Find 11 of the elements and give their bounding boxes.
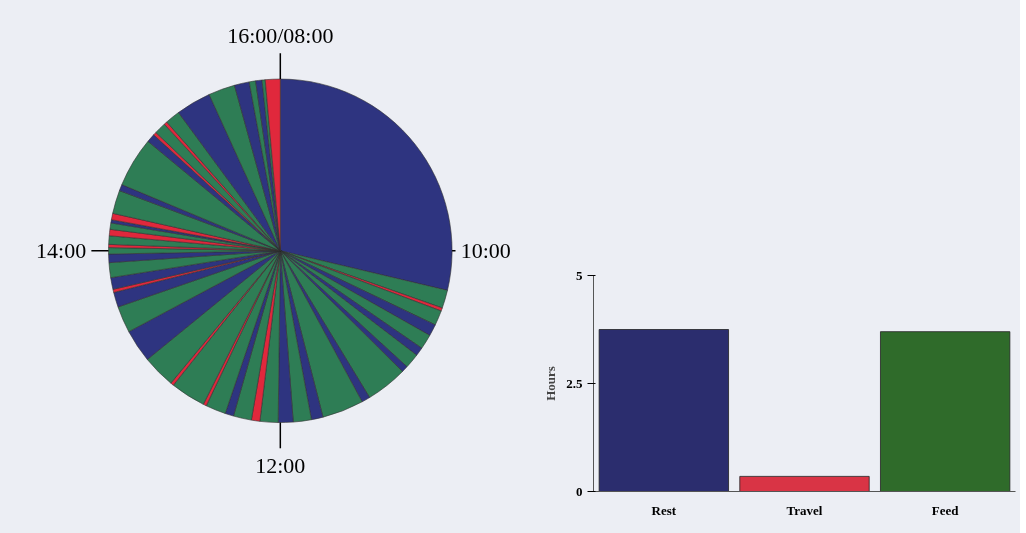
y-axis-title: Hours	[543, 366, 559, 401]
text: 14:00	[36, 238, 87, 264]
x-tick-label: Feed	[931, 502, 960, 518]
text: 12:00	[255, 453, 306, 479]
y-tick-label: 5	[576, 267, 583, 283]
y-tick-label: 0	[576, 483, 583, 499]
y-tick-label: 2.5	[566, 375, 583, 391]
text: 16:00/08:00	[227, 23, 334, 49]
x-tick-label: Rest	[651, 502, 677, 518]
text: 10:00	[460, 238, 511, 264]
x-tick-label: Travel	[786, 502, 823, 518]
